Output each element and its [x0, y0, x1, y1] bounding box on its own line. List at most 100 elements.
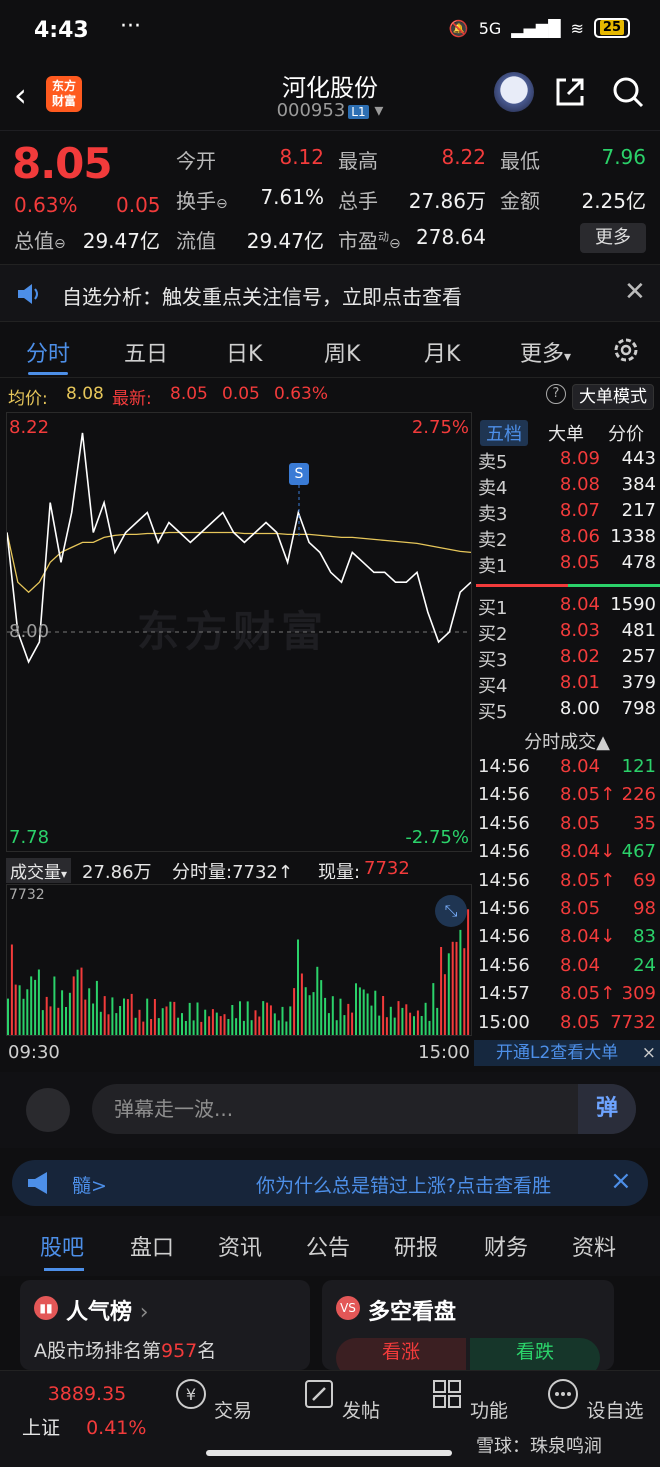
tab-more[interactable]: 更多▾ [520, 336, 571, 368]
sell-level-row[interactable]: 卖4 8.08 384 [474, 474, 660, 500]
time-end: 15:00 [418, 1042, 470, 1063]
stock-code[interactable]: 000953 L1 ▾ [0, 100, 660, 121]
rank-number: 957 [161, 1340, 198, 1362]
volume-chart[interactable]: 7732 ⤡ [6, 884, 472, 1036]
buy-level-row[interactable]: 买3 8.02 257 [474, 646, 660, 672]
nav-trade[interactable]: ¥ 交易 [158, 1377, 268, 1423]
volume-bar [358, 987, 361, 1035]
volume-bar [467, 909, 470, 1035]
tab-monthly-k[interactable]: 月K [424, 342, 461, 367]
svg-text:¥: ¥ [186, 1385, 196, 1404]
tab-big-orders[interactable]: 大单 [548, 424, 584, 445]
close-icon[interactable]: × [641, 1043, 656, 1063]
trade-list-title[interactable]: 分时成交▲ [524, 732, 610, 753]
status-dots: ··· [120, 14, 141, 39]
sell-level-row[interactable]: 卖1 8.05 478 [474, 552, 660, 578]
tab-research[interactable]: 研报 [394, 1236, 439, 1261]
help-icon[interactable]: ? [546, 384, 566, 404]
close-icon[interactable]: ✕ [624, 277, 646, 307]
trade-time: 14:56 [478, 756, 530, 777]
pe-sup: 动 [378, 230, 389, 244]
intraday-chart-svg [7, 432, 471, 664]
chevron-down-icon: ▾ [374, 100, 384, 121]
home-indicator[interactable] [206, 1450, 452, 1456]
sell-marker[interactable]: S [289, 463, 309, 485]
tab-five-day[interactable]: 五日 [124, 342, 169, 367]
volume-bar [432, 983, 435, 1035]
index-ticker[interactable]: 3889.35 上证 0.41% [22, 1383, 152, 1440]
gear-icon[interactable] [610, 334, 642, 366]
vote-down-button[interactable]: 看跌 [470, 1338, 600, 1370]
pe-label: 市盈动⊖ [338, 225, 401, 254]
search-icon[interactable] [610, 74, 646, 110]
vote-up-button[interactable]: 看涨 [336, 1338, 466, 1370]
nav-post[interactable]: 发帖 [286, 1377, 396, 1423]
expand-icon[interactable]: ⤡ [435, 895, 467, 927]
volume-bar [134, 1017, 137, 1035]
danmaku-icon[interactable]: 弹 [578, 1084, 636, 1134]
high-value: 8.22 [441, 145, 486, 169]
volume-bar [169, 1001, 172, 1035]
sell-level-row[interactable]: 卖3 8.07 217 [474, 500, 660, 526]
volume-bar [413, 1016, 415, 1035]
buy-level-row[interactable]: 买4 8.01 379 [474, 672, 660, 698]
buy-level-row[interactable]: 买2 8.03 481 [474, 620, 660, 646]
volume-selector[interactable]: 成交量▾ [6, 858, 72, 883]
volume-bar [335, 1020, 338, 1035]
trade-list[interactable]: 分时成交▲ 14:56 8.04 121 14:56 8.05↑ 226 14:56 8.05… [474, 724, 660, 1039]
tab-five-levels[interactable]: 五档 [480, 420, 528, 446]
tab-price-dist[interactable]: 分价 [608, 424, 644, 445]
big-order-mode-button[interactable]: 大单模式 [572, 384, 654, 410]
trade-volume: 309 [621, 983, 656, 1005]
tab-intraday[interactable]: 分时 [26, 342, 71, 367]
document-settings-icon[interactable] [26, 1088, 70, 1132]
tab-forum[interactable]: 股吧 [40, 1236, 85, 1261]
sell-level-volume: 217 [621, 500, 656, 521]
price-info-row: 均价: 8.08 最新: 8.05 0.05 0.63% ? 大单模式 [0, 380, 660, 410]
section-tab-underline [44, 1268, 84, 1271]
last-price: 8.05 [12, 139, 113, 188]
tab-weekly-k[interactable]: 周K [324, 342, 361, 367]
volume-bar [239, 1001, 241, 1035]
buy-level-row[interactable]: 买1 8.04 1590 [474, 594, 660, 620]
nav-functions[interactable]: 功能 [414, 1377, 524, 1423]
buy-level-price: 8.03 [559, 620, 600, 641]
volume-bar [382, 996, 385, 1035]
popularity-card[interactable]: ▮▮ 人气榜 › A股市场排名第957名 [20, 1280, 310, 1370]
danmaku-input[interactable]: 弹幕走一波... 弹 [92, 1084, 636, 1134]
close-icon[interactable]: × [610, 1166, 632, 1196]
tab-handicap[interactable]: 盘口 [130, 1236, 175, 1261]
tab-daily-k[interactable]: 日K [226, 342, 263, 367]
app-logo[interactable]: 东方 财富 [46, 76, 82, 112]
volume-bar [436, 1007, 439, 1035]
l2-banner[interactable]: 开通L2查看大单 × [474, 1040, 660, 1066]
volume-label: 总手 [338, 189, 378, 213]
notice-bar[interactable]: 自选分析：触发重点关注信号，立即点击查看 ✕ [0, 264, 660, 322]
tab-finance[interactable]: 财务 [484, 1236, 529, 1261]
axis-high-pct: 2.75% [411, 417, 469, 438]
nav-add-watchlist[interactable]: 设自选 [540, 1377, 650, 1423]
tab-news[interactable]: 资讯 [218, 1236, 263, 1261]
sell-level-price: 8.05 [559, 552, 600, 573]
tab-announcements[interactable]: 公告 [306, 1236, 351, 1261]
back-icon[interactable]: ‹ [14, 76, 27, 114]
robot-assistant-icon[interactable] [494, 72, 534, 112]
sell-level-row[interactable]: 卖2 8.06 1338 [474, 526, 660, 552]
axis-low-label: 7.78 [9, 827, 50, 848]
intraday-chart[interactable]: 东方财富 8.22 2.75% 8.00 7.78 -2.75% S [6, 412, 472, 852]
volume-bar [327, 1013, 330, 1035]
vote-title: 多空看盘 [368, 1300, 457, 1325]
volume-bar [95, 980, 98, 1035]
volume-bar [289, 1006, 292, 1035]
promo-banner[interactable]: 髓> 你为什么总是错过上涨?点击查看胜 × [12, 1160, 648, 1206]
buy-level-row[interactable]: 买5 8.00 798 [474, 698, 660, 724]
volume-bar [49, 1006, 52, 1035]
trade-time: 14:56 [478, 898, 530, 919]
trade-row: 14:56 8.04 121 [474, 756, 660, 784]
more-quote-button[interactable]: 更多 [580, 223, 646, 253]
danmaku-placeholder: 弹幕走一波... [114, 1097, 234, 1121]
tab-profile[interactable]: 资料 [572, 1236, 617, 1261]
share-icon[interactable] [552, 74, 588, 110]
pe-value: 278.64 [416, 225, 486, 249]
sell-level-row[interactable]: 卖5 8.09 443 [474, 448, 660, 474]
